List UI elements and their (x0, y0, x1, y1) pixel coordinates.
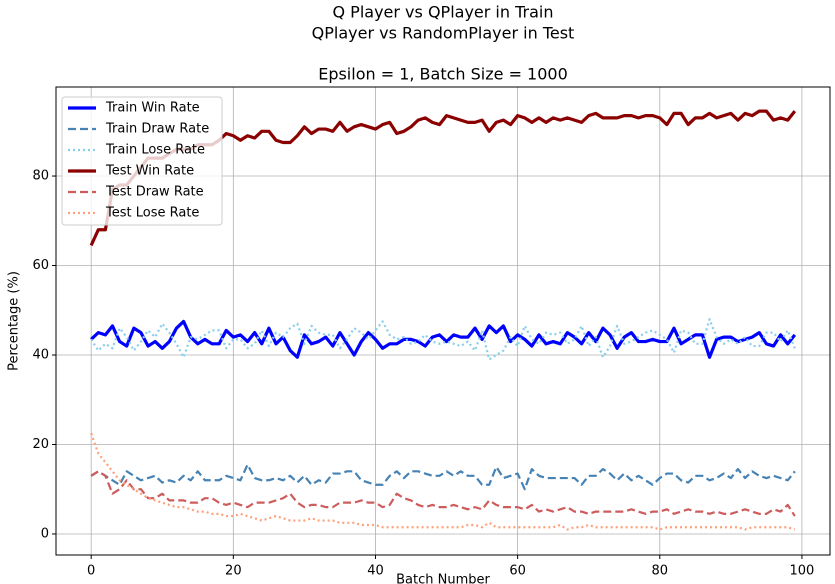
legend-label: Train Win Rate (105, 101, 200, 116)
legend: Train Win Rate Train Draw Rate Train Lose … (61, 96, 223, 226)
x-tick-label: 40 (367, 564, 384, 579)
x-tick-label: 80 (652, 564, 669, 579)
series-line (90, 318, 796, 361)
legend-label: Test Lose Rate (105, 206, 199, 221)
y-tick-label: 60 (32, 258, 49, 273)
y-tick-label: 80 (32, 169, 49, 184)
x-tick-label: 20 (225, 564, 242, 579)
x-axis-label: Batch Number (396, 573, 490, 584)
x-tick-label: 0 (87, 564, 95, 579)
chart-title: Q Player vs QPlayer in Train (333, 3, 554, 22)
plot-frame (55, 86, 831, 556)
series-line (90, 463, 796, 491)
legend-box (61, 96, 223, 226)
y-tick-label: 40 (32, 348, 49, 363)
x-tick-label: 100 (790, 564, 815, 579)
chart-subtitle: Epsilon = 1, Batch Size = 1000 (318, 65, 568, 84)
legend-label: Test Draw Rate (105, 185, 204, 200)
y-axis-label: Percentage (%) (7, 271, 22, 371)
y-tick-label: 0 (41, 526, 49, 541)
series-line (90, 319, 797, 359)
legend-label: Train Draw Rate (105, 122, 209, 137)
legend-label: Train Lose Rate (105, 143, 205, 158)
x-tick-label: 60 (509, 564, 526, 579)
series-line (90, 470, 796, 517)
y-tick-label: 20 (32, 437, 49, 452)
chart-title: QPlayer vs RandomPlayer in Test (312, 24, 575, 43)
series-line (90, 432, 796, 531)
legend-label: Test Win Rate (105, 164, 194, 179)
